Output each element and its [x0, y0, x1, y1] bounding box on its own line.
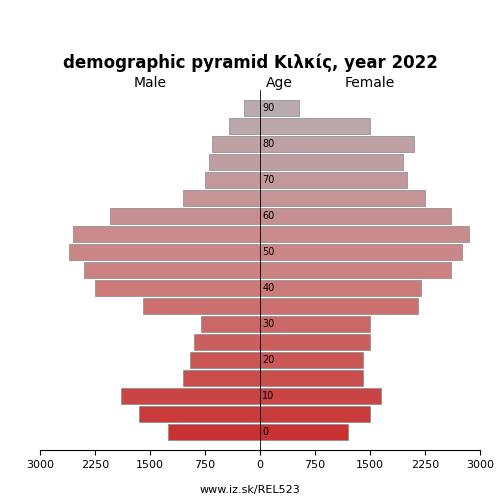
Bar — [260, 118, 370, 134]
Text: 50: 50 — [262, 247, 274, 257]
Bar — [142, 298, 260, 314]
Bar — [260, 244, 462, 260]
Text: Age: Age — [266, 76, 292, 90]
Bar — [260, 424, 348, 440]
Bar — [183, 370, 260, 386]
Bar — [260, 136, 414, 152]
Bar — [260, 352, 362, 368]
Bar — [73, 226, 260, 242]
Bar — [139, 406, 260, 422]
Text: 80: 80 — [262, 139, 274, 149]
Text: 40: 40 — [262, 283, 274, 293]
Bar — [194, 334, 260, 349]
Bar — [202, 316, 260, 332]
Text: 10: 10 — [262, 391, 274, 401]
Bar — [260, 280, 422, 295]
Text: 20: 20 — [262, 355, 274, 365]
Bar — [260, 298, 418, 314]
Text: 0: 0 — [262, 427, 268, 437]
Text: 60: 60 — [262, 211, 274, 221]
Text: demographic pyramid Κιλκίς, year 2022: demographic pyramid Κιλκίς, year 2022 — [62, 54, 438, 72]
Bar — [212, 136, 260, 152]
Text: 90: 90 — [262, 103, 274, 113]
Bar — [190, 352, 260, 368]
Bar — [260, 226, 469, 242]
Bar — [260, 190, 425, 206]
Bar — [260, 316, 370, 332]
Text: www.iz.sk/REL523: www.iz.sk/REL523 — [200, 485, 300, 495]
Bar — [120, 388, 260, 404]
Text: Male: Male — [134, 76, 166, 90]
Bar — [168, 424, 260, 440]
Bar — [95, 280, 260, 295]
Bar — [260, 100, 299, 116]
Bar — [208, 154, 260, 170]
Text: 70: 70 — [262, 175, 274, 185]
Bar — [260, 208, 450, 224]
Bar — [260, 406, 370, 422]
Bar — [229, 118, 260, 134]
Bar — [260, 154, 403, 170]
Text: 30: 30 — [262, 319, 274, 329]
Bar — [244, 100, 260, 116]
Bar — [260, 388, 381, 404]
Text: Female: Female — [345, 76, 395, 90]
Bar — [260, 334, 370, 349]
Bar — [84, 262, 260, 278]
Bar — [260, 262, 450, 278]
Bar — [260, 172, 406, 188]
Bar — [110, 208, 260, 224]
Bar — [260, 370, 362, 386]
Bar — [205, 172, 260, 188]
Bar — [70, 244, 260, 260]
Bar — [183, 190, 260, 206]
